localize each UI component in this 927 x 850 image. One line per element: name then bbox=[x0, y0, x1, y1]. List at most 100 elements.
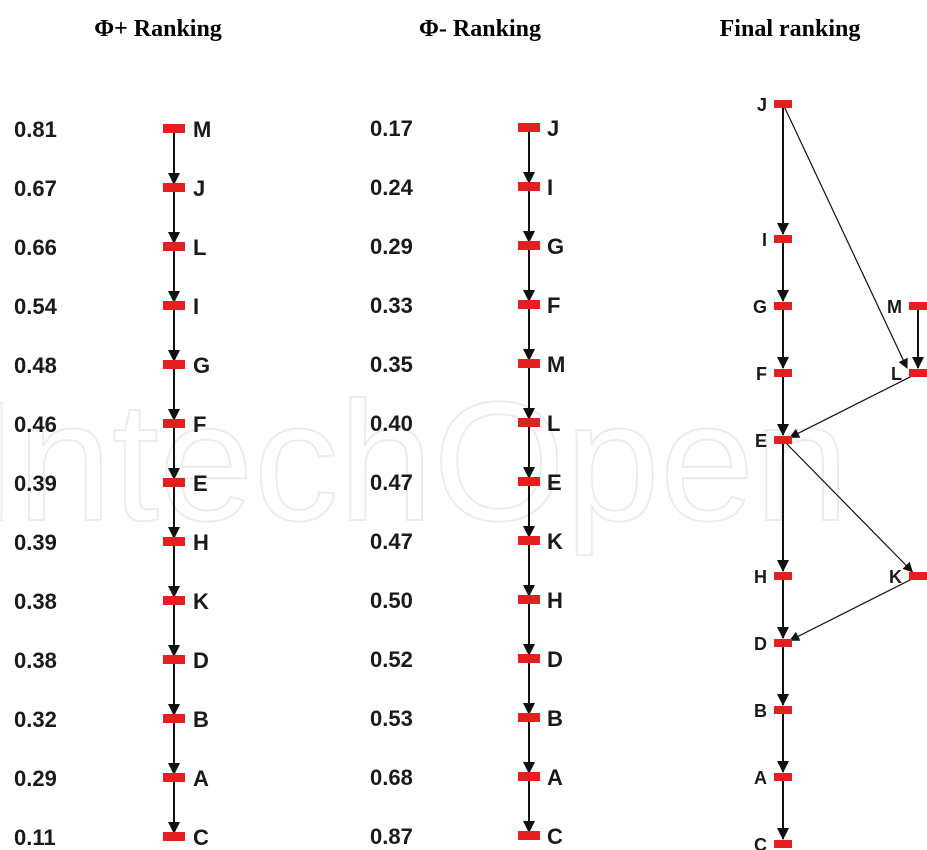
final-node-g bbox=[774, 302, 792, 310]
phi-minus-node-m bbox=[518, 359, 540, 368]
final-node-b bbox=[774, 706, 792, 714]
phi-minus-value: 0.53 bbox=[370, 706, 413, 731]
phi-minus-label: E bbox=[547, 470, 562, 495]
phi-plus-label: E bbox=[193, 471, 208, 496]
phi-minus-label: L bbox=[547, 411, 560, 436]
final-label-h: H bbox=[754, 567, 767, 587]
phi-plus-value: 0.81 bbox=[14, 117, 57, 142]
final-label-e: E bbox=[755, 431, 767, 451]
phi-plus-node-c bbox=[163, 832, 185, 841]
phi-minus-value: 0.35 bbox=[370, 352, 413, 377]
phi-minus-value: 0.47 bbox=[370, 529, 413, 554]
watermark: IntechOpen bbox=[0, 367, 849, 557]
final-node-c bbox=[774, 840, 792, 848]
phi-plus-ranking-chain: 0.81 M 0.67 J 0.66 L 0.54 I 0.48 G 0.46 F 0.39 E 0.39 H… bbox=[14, 117, 211, 850]
phi-plus-label: G bbox=[193, 353, 210, 378]
title-final-ranking: Final ranking bbox=[720, 16, 861, 42]
final-label-a: A bbox=[754, 768, 767, 788]
phi-plus-value: 0.38 bbox=[14, 648, 57, 673]
phi-plus-node-a bbox=[163, 773, 185, 782]
phi-minus-value: 0.50 bbox=[370, 588, 413, 613]
phi-plus-value: 0.11 bbox=[14, 825, 56, 850]
phi-plus-node-g bbox=[163, 360, 185, 369]
phi-plus-node-m bbox=[163, 124, 185, 133]
phi-minus-label: D bbox=[547, 647, 563, 672]
final-edge-k-d bbox=[789, 575, 919, 641]
phi-minus-label: F bbox=[547, 293, 560, 318]
phi-plus-value: 0.54 bbox=[14, 294, 58, 319]
phi-plus-label: L bbox=[193, 235, 206, 260]
phi-minus-value: 0.33 bbox=[370, 293, 413, 318]
phi-minus-label: B bbox=[547, 706, 563, 731]
phi-plus-label: H bbox=[193, 530, 209, 555]
phi-minus-node-e bbox=[518, 477, 540, 486]
phi-minus-value: 0.24 bbox=[370, 175, 414, 200]
phi-plus-node-b bbox=[163, 714, 185, 723]
final-label-k: K bbox=[889, 567, 902, 587]
phi-minus-node-i bbox=[518, 182, 540, 191]
phi-minus-value: 0.68 bbox=[370, 765, 413, 790]
phi-plus-value: 0.66 bbox=[14, 235, 57, 260]
phi-plus-label: B bbox=[193, 707, 209, 732]
phi-minus-value: 0.17 bbox=[370, 116, 413, 141]
phi-plus-node-l bbox=[163, 242, 185, 251]
final-label-l: L bbox=[891, 364, 902, 384]
phi-minus-label: G bbox=[547, 234, 564, 259]
phi-plus-value: 0.38 bbox=[14, 589, 57, 614]
phi-minus-label: H bbox=[547, 588, 563, 613]
phi-minus-node-l bbox=[518, 418, 540, 427]
final-node-e bbox=[774, 436, 792, 444]
phi-plus-node-d bbox=[163, 655, 185, 664]
phi-plus-value: 0.48 bbox=[14, 353, 57, 378]
phi-plus-label: K bbox=[193, 589, 209, 614]
phi-minus-node-d bbox=[518, 654, 540, 663]
phi-plus-node-e bbox=[163, 478, 185, 487]
final-node-j bbox=[774, 100, 792, 108]
phi-minus-value: 0.87 bbox=[370, 824, 413, 849]
phi-plus-value: 0.39 bbox=[14, 471, 57, 496]
phi-minus-node-h bbox=[518, 595, 540, 604]
final-label-j: J bbox=[757, 95, 767, 115]
title-phi-plus: Φ+ Ranking bbox=[94, 16, 222, 42]
phi-plus-node-i bbox=[163, 301, 185, 310]
phi-minus-label: C bbox=[547, 824, 563, 849]
phi-plus-node-f bbox=[163, 419, 185, 428]
phi-plus-label: J bbox=[193, 176, 205, 201]
phi-minus-label: A bbox=[547, 765, 563, 790]
final-node-a bbox=[774, 773, 792, 781]
phi-minus-label: I bbox=[547, 175, 553, 200]
phi-plus-node-j bbox=[163, 183, 185, 192]
title-phi-minus: Φ- Ranking bbox=[419, 16, 541, 42]
final-node-i bbox=[774, 235, 792, 243]
phi-plus-label: C bbox=[193, 825, 209, 850]
final-label-d: D bbox=[754, 634, 767, 654]
final-edge-e-k bbox=[782, 439, 914, 573]
phi-minus-value: 0.52 bbox=[370, 647, 413, 672]
phi-plus-value: 0.67 bbox=[14, 176, 57, 201]
final-node-h bbox=[774, 572, 792, 580]
phi-plus-value: 0.29 bbox=[14, 766, 57, 791]
final-label-b: B bbox=[754, 701, 767, 721]
phi-minus-node-g bbox=[518, 241, 540, 250]
phi-plus-value: 0.32 bbox=[14, 707, 57, 732]
final-edge-l-e bbox=[789, 372, 919, 438]
phi-minus-node-j bbox=[518, 123, 540, 132]
final-label-c: C bbox=[754, 835, 767, 850]
phi-plus-value: 0.46 bbox=[14, 412, 57, 437]
phi-minus-node-f bbox=[518, 300, 540, 309]
phi-minus-node-c bbox=[518, 831, 540, 840]
phi-plus-label: A bbox=[193, 766, 209, 791]
phi-minus-ranking-chain: 0.17 J 0.24 I 0.29 G 0.33 F 0.35 M 0.40 L 0.47 E 0.47 K… bbox=[370, 116, 565, 849]
final-label-g: G bbox=[753, 297, 767, 317]
phi-plus-label: D bbox=[193, 648, 209, 673]
phi-plus-label: M bbox=[193, 117, 211, 142]
phi-minus-label: J bbox=[547, 116, 559, 141]
final-label-f: F bbox=[756, 364, 767, 384]
phi-plus-node-h bbox=[163, 537, 185, 546]
phi-minus-value: 0.47 bbox=[370, 470, 413, 495]
phi-minus-node-b bbox=[518, 713, 540, 722]
final-node-m bbox=[909, 302, 927, 310]
final-label-m: M bbox=[887, 297, 902, 317]
phi-plus-node-k bbox=[163, 596, 185, 605]
